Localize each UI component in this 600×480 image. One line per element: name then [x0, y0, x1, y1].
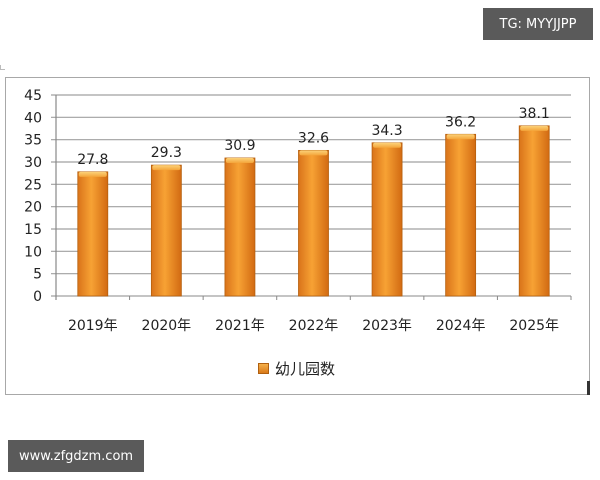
bar [445, 133, 477, 297]
y-tick-label: 25 [24, 177, 42, 193]
x-tick-label: 2025年 [509, 318, 559, 334]
y-tick-label: 15 [24, 222, 42, 238]
y-tick-label: 40 [24, 110, 42, 126]
data-label: 32.6 [298, 130, 329, 146]
bar [150, 164, 182, 297]
data-label: 29.3 [151, 145, 182, 161]
data-label: 38.1 [519, 106, 550, 122]
data-label: 27.8 [77, 152, 108, 168]
y-tick-label: 0 [33, 289, 42, 305]
y-axis-ticks: 0 5 10 15 20 25 30 35 40 45 [24, 88, 42, 305]
data-label: 30.9 [224, 138, 255, 154]
watermark-tg: TG: MYYJJPP [483, 8, 593, 40]
bar [518, 125, 550, 297]
legend: 幼儿园数 [258, 358, 335, 379]
x-axis-ticks: 2019年 2020年 2021年 2022年 2023年 2024年 2025年 [55, 296, 572, 334]
y-tick-label: 35 [24, 133, 42, 149]
x-tick-label: 2021年 [215, 318, 265, 334]
x-tick-label: 2022年 [289, 318, 339, 334]
data-label: 36.2 [445, 114, 476, 130]
resize-handle [587, 381, 590, 395]
bar [371, 142, 403, 297]
y-tick-label: 5 [33, 267, 42, 283]
bar [224, 157, 256, 297]
corner-mark [0, 65, 5, 70]
x-tick-label: 2023年 [362, 318, 412, 334]
x-tick-label: 2019年 [68, 318, 118, 334]
x-tick-label: 2020年 [142, 318, 192, 334]
legend-swatch [258, 363, 269, 374]
y-tick-label: 10 [24, 244, 42, 260]
x-tick-label: 2024年 [436, 318, 486, 334]
y-tick-label: 30 [24, 155, 42, 171]
y-tick-label: 20 [24, 200, 42, 216]
bar [77, 171, 109, 297]
legend-label: 幼儿园数 [275, 360, 336, 378]
y-tick-label: 45 [24, 88, 42, 104]
data-label: 34.3 [371, 123, 402, 139]
watermark-site: www.zfgdzm.com [8, 440, 144, 472]
bar [298, 149, 329, 297]
bars: 27.8 29.3 30.9 32.6 34.3 36.2 38.1 [77, 106, 550, 297]
